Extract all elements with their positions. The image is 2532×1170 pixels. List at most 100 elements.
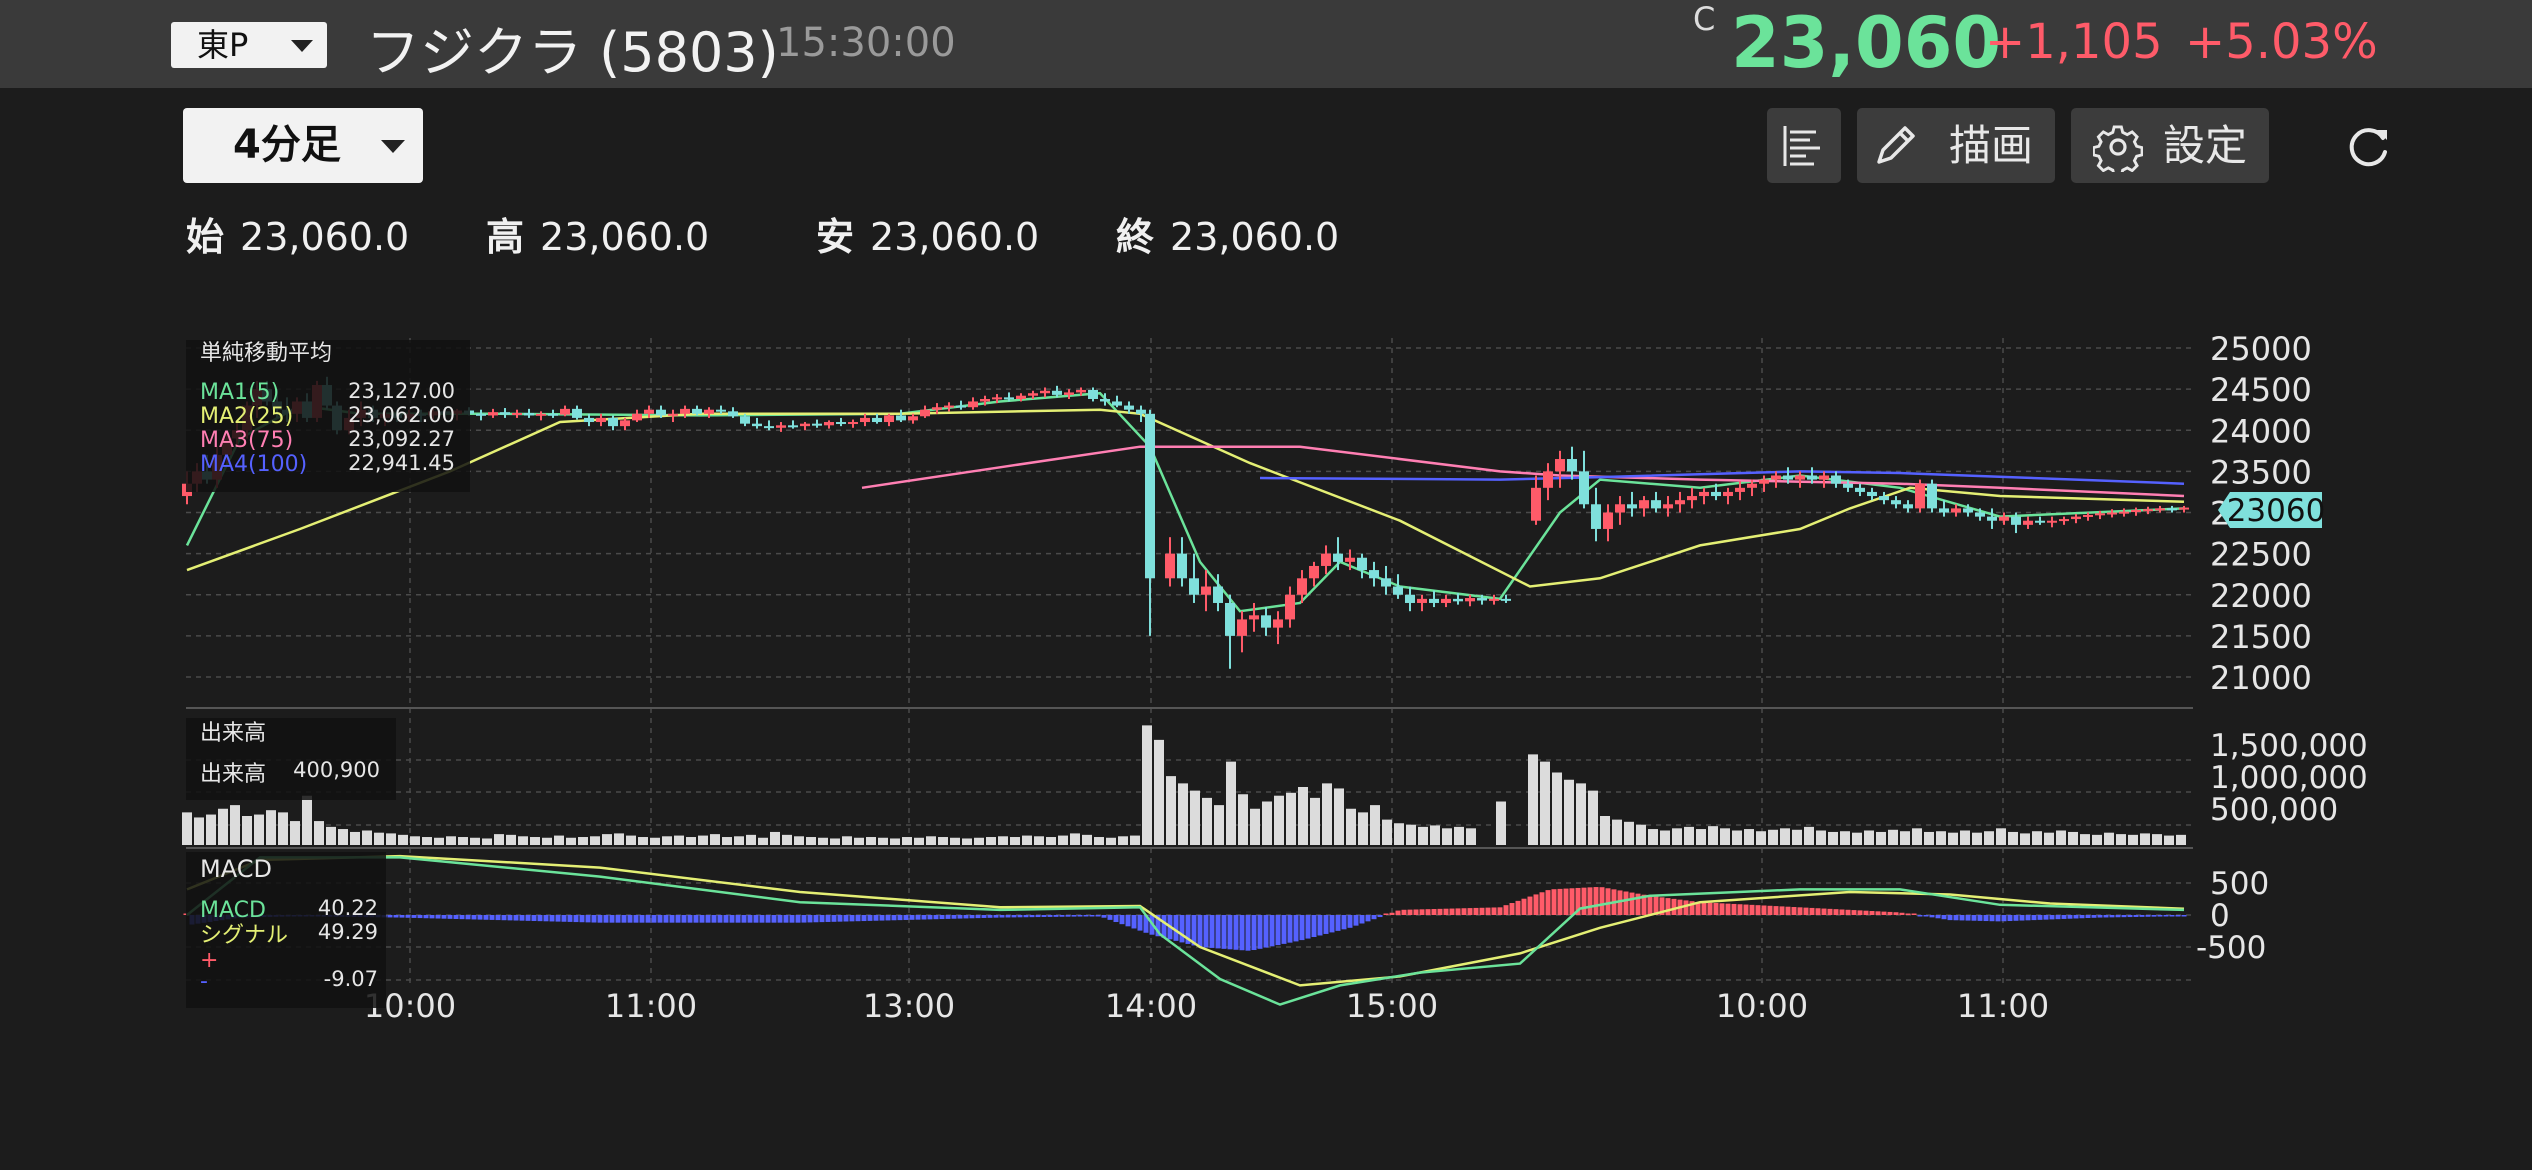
macd-histogram-bar xyxy=(843,915,849,922)
macd-histogram-bar xyxy=(1839,909,1845,915)
candle-body xyxy=(1735,487,1745,492)
macd-axis-tick-label: 0 xyxy=(2210,898,2230,934)
volume-bar xyxy=(470,837,480,845)
price-panel-title: 単純移動平均 xyxy=(200,341,332,366)
macd-histogram-bar xyxy=(459,915,465,920)
volume-bar xyxy=(1996,828,2006,845)
volume-legend-value: 400,900 xyxy=(293,758,380,782)
draw-button[interactable]: 描画 xyxy=(1857,108,2055,183)
volume-bar xyxy=(746,834,756,845)
macd-histogram-bar xyxy=(2043,915,2049,920)
volume-bar xyxy=(2008,831,2018,845)
macd-histogram-bar xyxy=(2121,915,2127,918)
macd-histogram-bar xyxy=(1479,907,1485,915)
candle-body xyxy=(1064,392,1074,395)
ohlc-high: 高 23,060.0 xyxy=(486,206,709,261)
macd-histogram-bar xyxy=(681,915,687,923)
macd-histogram-bar xyxy=(2073,915,2079,919)
candle-body xyxy=(1855,487,1865,492)
macd-histogram-bar xyxy=(1041,915,1047,917)
volume-bar xyxy=(1684,826,1694,845)
macd-histogram-bar xyxy=(393,915,399,918)
volume-bar xyxy=(1948,832,1958,845)
reload-icon[interactable] xyxy=(2343,124,2393,174)
candle-body xyxy=(1951,508,1961,513)
macd-histogram-bar xyxy=(741,915,747,923)
macd-histogram-bar xyxy=(1353,915,1359,926)
macd-histogram-bar xyxy=(1857,910,1863,915)
volume-bar xyxy=(1322,783,1332,845)
candle-body xyxy=(692,408,702,414)
macd-histogram-bar xyxy=(1593,887,1599,915)
macd-histogram-bar xyxy=(807,915,813,923)
macd-histogram-bar xyxy=(489,915,495,920)
macd-histogram-bar xyxy=(1761,905,1767,915)
macd-legend-value: 40.22 xyxy=(318,896,378,920)
candle-body xyxy=(632,413,642,421)
candle-body xyxy=(2095,513,2105,516)
macd-legend-bg xyxy=(186,852,386,1008)
macd-histogram-bar xyxy=(435,915,441,919)
volume-bar xyxy=(1034,836,1044,845)
candle-body xyxy=(1088,389,1098,399)
candle-body xyxy=(1124,405,1134,410)
macd-histogram-bar xyxy=(1305,915,1311,939)
macd-lines xyxy=(186,854,2185,1006)
macd-histogram-bar xyxy=(1359,915,1365,924)
market-select[interactable]: 東P xyxy=(171,22,327,68)
macd-histogram-bar xyxy=(1743,904,1749,915)
macd-histogram-bar xyxy=(1719,903,1725,915)
macd-histogram-bar xyxy=(1473,907,1479,915)
macd-histogram-bar xyxy=(1107,915,1113,920)
macd-histogram-bar xyxy=(1815,908,1821,915)
macd-histogram-bar xyxy=(1383,913,1389,915)
macd-histogram-bar xyxy=(897,915,903,921)
macd-histogram-bar xyxy=(423,915,429,919)
macd-histogram-bar xyxy=(1791,907,1797,915)
macd-histogram-bar xyxy=(975,915,981,919)
macd-histogram-bar xyxy=(1161,915,1167,938)
volume-bar xyxy=(1118,836,1128,845)
settings-button[interactable]: 設定 xyxy=(2071,108,2269,183)
volume-bar xyxy=(1624,821,1634,845)
candle-body xyxy=(1477,598,1487,601)
price-axis-tick-label: 22000 xyxy=(2210,577,2312,615)
volume-bar xyxy=(206,814,216,845)
list-button[interactable] xyxy=(1767,108,1841,183)
candle-body xyxy=(1615,504,1625,513)
macd-histogram-bar xyxy=(591,915,597,923)
macd-histogram-bar xyxy=(1917,915,1923,917)
volume-bar xyxy=(1768,829,1778,845)
macd-histogram-bar xyxy=(1023,915,1029,918)
volume-bar xyxy=(1540,761,1550,845)
volume-bar xyxy=(2128,834,2138,845)
volume-bar xyxy=(1984,831,1994,845)
volume-bar xyxy=(278,812,288,845)
candle-body xyxy=(1189,578,1199,595)
macd-histogram-bar xyxy=(1101,915,1107,918)
macd-histogram-bar xyxy=(1407,909,1413,915)
interval-select[interactable]: 4分足 xyxy=(183,108,423,183)
macd-histogram-bar xyxy=(2031,915,2037,921)
stock-chart[interactable]: 2500024500240002350023000225002200021500… xyxy=(0,320,2532,1040)
macd-histogram-bar xyxy=(1821,908,1827,915)
volume-bar xyxy=(1046,837,1056,845)
volume-bar xyxy=(1732,830,1742,845)
volume-bar xyxy=(182,812,192,845)
volume-bar xyxy=(446,836,456,845)
macd-histogram-bar xyxy=(759,915,765,923)
volume-bar xyxy=(1744,829,1754,845)
macd-histogram-bar xyxy=(501,915,507,921)
volume-bar xyxy=(950,837,960,845)
volume-bar xyxy=(386,833,396,845)
candle-body xyxy=(608,417,618,427)
volume-bar xyxy=(974,837,984,845)
macd-histogram-bar xyxy=(1125,915,1131,927)
volume-bar xyxy=(1406,824,1416,845)
volume-bar xyxy=(2176,834,2186,845)
candle-body xyxy=(1543,471,1553,488)
volume-bar xyxy=(1576,783,1586,845)
price-axis-tick-label: 23500 xyxy=(2210,453,2312,491)
macd-histogram-bar xyxy=(969,915,975,919)
macd-histogram-bar xyxy=(1941,915,1947,920)
